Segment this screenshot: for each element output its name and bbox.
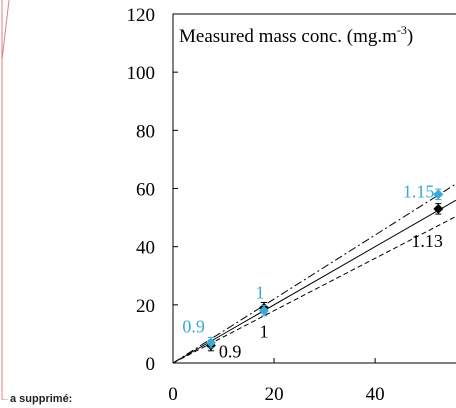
data-label: 0.9 [182, 317, 205, 337]
reference-line-solid [172, 199, 456, 364]
x-tick-label: 40 [366, 384, 385, 405]
margin-note: a supprimé: [10, 393, 73, 405]
y-tick-label: 40 [136, 238, 155, 259]
data-label: 1 [255, 283, 264, 303]
data-label: 1.13 [411, 231, 443, 251]
y-tick-label: 100 [127, 63, 156, 84]
y-tick-label: 20 [136, 296, 155, 317]
data-point [258, 305, 269, 316]
y-axis-label-superscript: -3 [397, 23, 407, 37]
x-tick-label: 0 [168, 384, 178, 405]
data-label: 0.9 [219, 342, 242, 362]
data-point [433, 203, 444, 214]
data-point [433, 189, 444, 200]
y-axis-label-close: ) [407, 26, 413, 47]
reference-line-dash-dot [172, 183, 456, 364]
y-axis-label: Measured mass conc. (mg.m-3) [179, 23, 413, 47]
y-tick-label: 120 [127, 5, 156, 26]
data-point [205, 337, 216, 348]
y-tick-label: 0 [146, 354, 156, 375]
reference-line-dashed [172, 215, 456, 364]
data-label: 1 [259, 322, 268, 342]
x-tick-label: 20 [265, 384, 284, 405]
data-label: 1.15 [403, 181, 435, 201]
y-tick-label: 80 [136, 121, 155, 142]
y-tick-label: 60 [136, 180, 155, 201]
